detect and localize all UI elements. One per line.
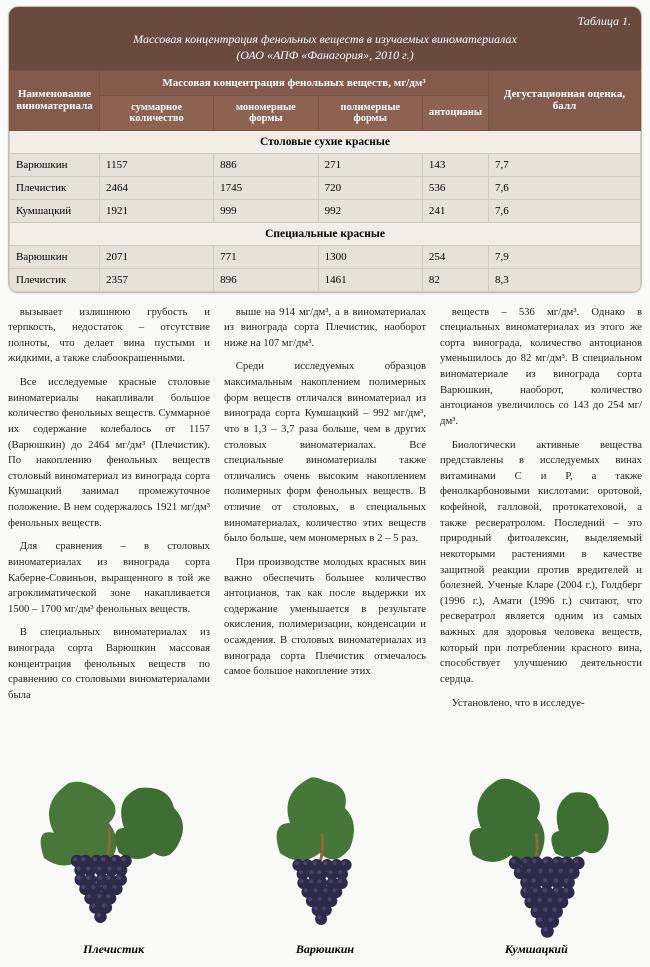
table-row: Кумшацкий 1921 999 992 241 7,6 bbox=[10, 199, 641, 222]
fig-label: Кумшацкий bbox=[432, 942, 641, 957]
paragraph: Установлено, что в исследуе- bbox=[440, 696, 642, 712]
subcol-1: мономерные формы bbox=[214, 95, 319, 130]
paragraph: В специальных виноматериалах из виноград… bbox=[8, 625, 210, 703]
table-subtitle: (ОАО «АПФ «Фанагория», 2010 г.) bbox=[236, 48, 413, 62]
paragraph: вызывает излишнюю грубость и терпкость, … bbox=[8, 305, 210, 368]
table-row: Плечистик 2464 1745 720 536 7,6 bbox=[10, 176, 641, 199]
paragraph: Биологически активные вещества представл… bbox=[440, 438, 642, 688]
section-2: Специальные красные bbox=[10, 222, 641, 245]
table-number: Таблица 1. bbox=[19, 13, 631, 29]
grape-illustration-icon bbox=[29, 773, 199, 938]
grape-figures: Плечистик Варюшкин Кумшацкий bbox=[8, 773, 642, 957]
paragraph: При производстве молодых красных вин важ… bbox=[224, 555, 426, 680]
phenolic-table: Таблица 1. Массовая концентрация фенольн… bbox=[8, 6, 642, 293]
section-1: Столовые сухие красные bbox=[10, 130, 641, 153]
subcol-3: антоцианы bbox=[422, 95, 488, 130]
fig-plechistik: Плечистик bbox=[9, 773, 218, 957]
subcol-0: суммарное количество bbox=[100, 95, 214, 130]
article-body: вызывает излишнюю грубость и терпкость, … bbox=[8, 305, 642, 765]
paragraph: Все исследуемые красные столовые виномат… bbox=[8, 375, 210, 531]
table-row: Варюшкин 2071 771 1300 254 7,9 bbox=[10, 245, 641, 268]
table-row: Плечистик 2357 896 1461 82 8,3 bbox=[10, 268, 641, 291]
subcol-2: полимерные формы bbox=[318, 95, 422, 130]
paragraph: веществ – 536 мг/дм³. Однако в специальн… bbox=[440, 305, 642, 430]
paragraph: Для сравнения – в столовых виноматериала… bbox=[8, 539, 210, 617]
grape-illustration-icon bbox=[240, 773, 410, 938]
table-caption: Таблица 1. Массовая концентрация фенольн… bbox=[9, 7, 641, 70]
table-row: Варюшкин 1157 886 271 143 7,7 bbox=[10, 153, 641, 176]
col-name-header: Наименование виноматериала bbox=[10, 70, 100, 130]
fig-label: Варюшкин bbox=[220, 942, 429, 957]
col-eval-header: Дегустационная оценка, балл bbox=[489, 70, 641, 130]
table-title: Массовая концентрация фенольных веществ … bbox=[133, 32, 517, 46]
fig-varyushkin: Варюшкин bbox=[220, 773, 429, 957]
fig-label: Плечистик bbox=[9, 942, 218, 957]
paragraph: выше на 914 мг/дм³, а в виноматериалах и… bbox=[224, 305, 426, 352]
paragraph: Среди исследуемых образцов максимальным … bbox=[224, 359, 426, 547]
grape-illustration-icon bbox=[451, 773, 621, 938]
fig-kumshatsky: Кумшацкий bbox=[432, 773, 641, 957]
data-table: Наименование виноматериала Массовая конц… bbox=[9, 70, 641, 292]
col-group-header: Массовая концентрация фенольных веществ,… bbox=[100, 70, 489, 95]
